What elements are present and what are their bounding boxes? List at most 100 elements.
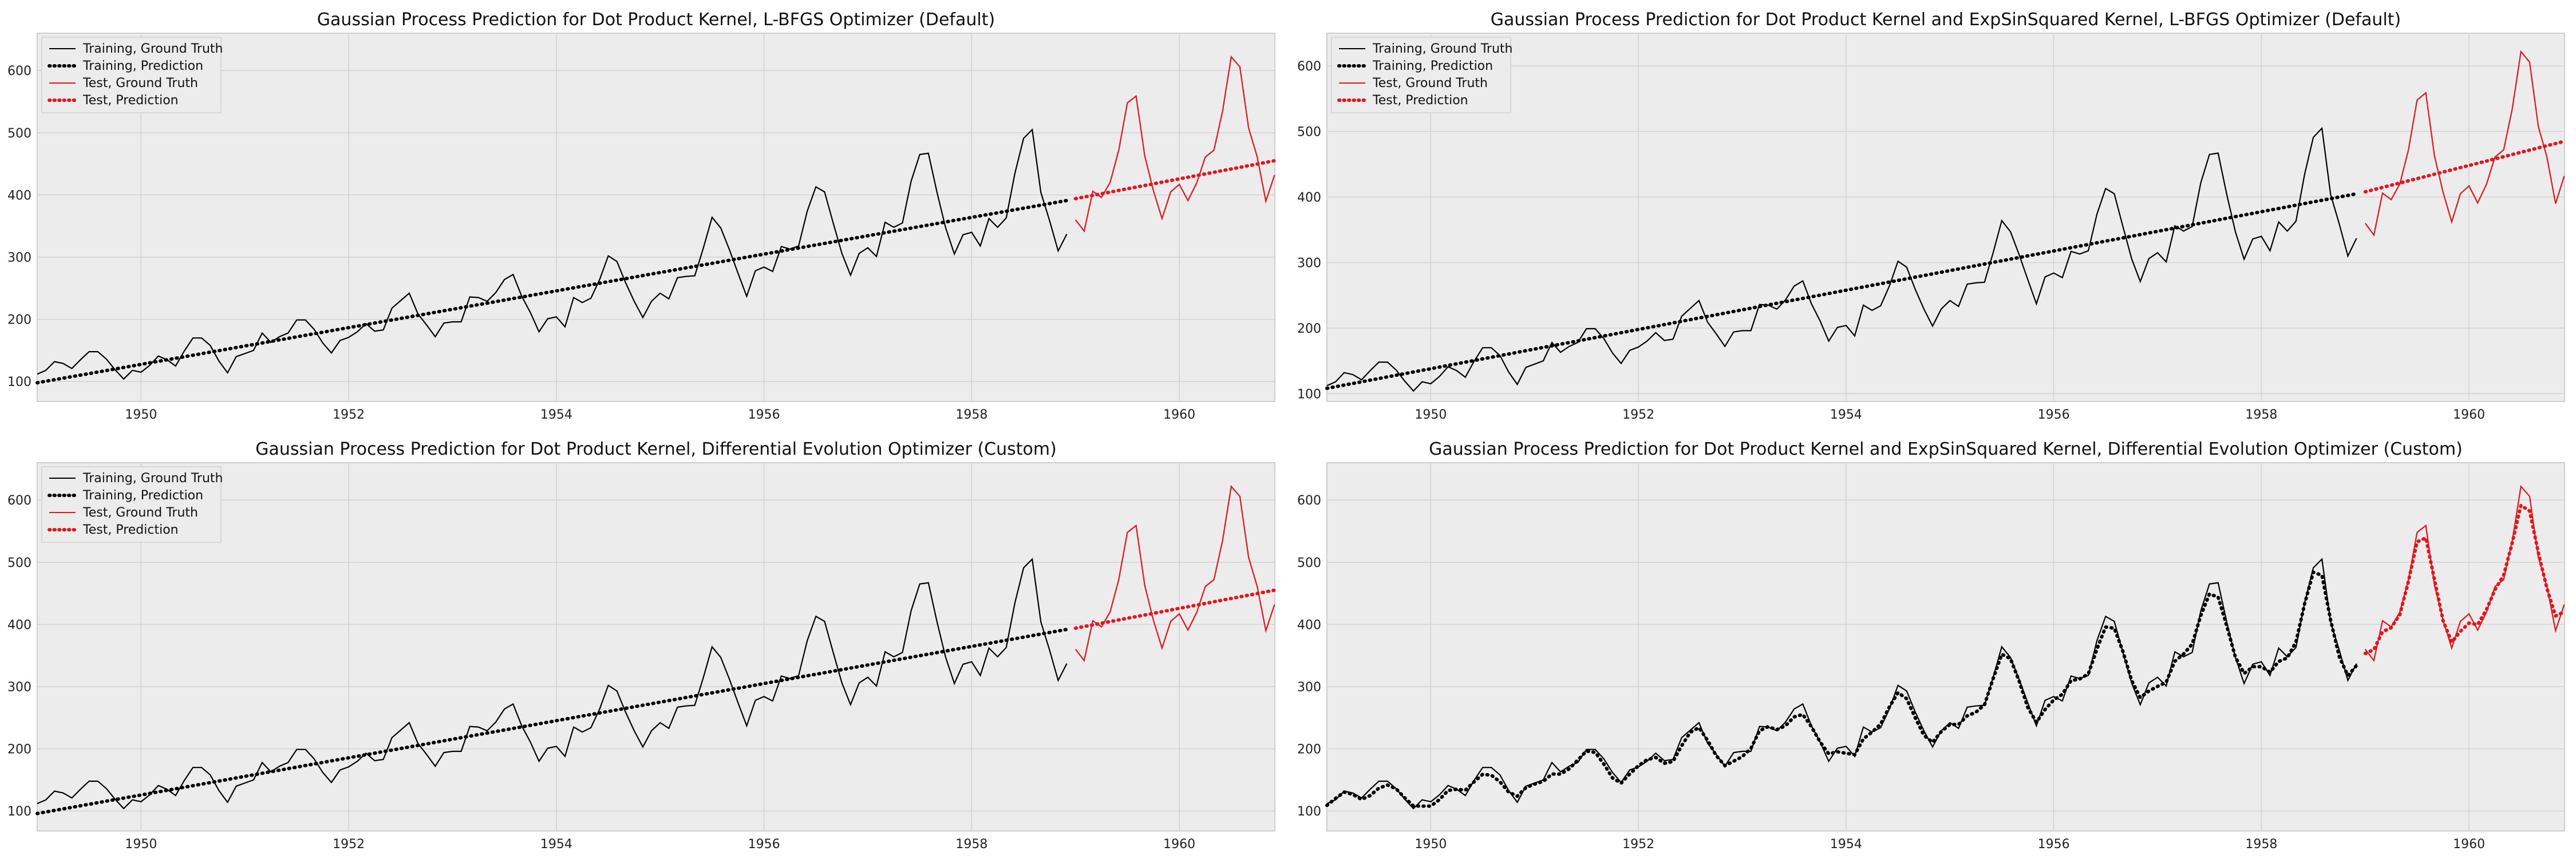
legend-label-test-ground-truth: Test, Ground Truth bbox=[1372, 76, 1488, 90]
legend-label-test-prediction: Test, Prediction bbox=[82, 93, 179, 108]
y-tick-label: 400 bbox=[7, 188, 31, 203]
x-tick-label: 1958 bbox=[955, 837, 987, 852]
legend-label-training-prediction: Training, Prediction bbox=[82, 59, 203, 73]
y-tick-label: 500 bbox=[1297, 556, 1321, 570]
series-training-ground-truth bbox=[37, 558, 1068, 810]
y-tick-label: 600 bbox=[7, 64, 31, 78]
x-tick-label: 1956 bbox=[748, 837, 780, 852]
y-tick-label: 300 bbox=[7, 251, 31, 265]
legend-box bbox=[41, 466, 222, 543]
chart-title: Gaussian Process Prediction for Dot Prod… bbox=[1429, 439, 2463, 459]
y-tick-label: 200 bbox=[7, 313, 31, 328]
series-test-ground-truth bbox=[1074, 55, 1275, 233]
legend-label-training-ground-truth: Training, Ground Truth bbox=[1372, 42, 1512, 56]
legend-label-training-ground-truth: Training, Ground Truth bbox=[82, 42, 223, 56]
grid bbox=[37, 463, 1275, 831]
legend-label-training-ground-truth: Training, Ground Truth bbox=[82, 471, 223, 486]
legend: Training, Ground Truth Training, Predict… bbox=[1331, 37, 1512, 113]
x-tick-label: 1950 bbox=[125, 408, 157, 422]
x-tick-label: 1950 bbox=[1415, 408, 1447, 422]
panel-bottom-left: Gaussian Process Prediction for Dot Prod… bbox=[7, 439, 1277, 852]
grid bbox=[37, 33, 1275, 401]
chart-title: Gaussian Process Prediction for Dot Prod… bbox=[1491, 10, 2401, 30]
series-test-ground-truth bbox=[2364, 50, 2565, 237]
y-tick-label: 600 bbox=[7, 494, 31, 508]
grid bbox=[1327, 463, 2565, 831]
chart-title: Gaussian Process Prediction for Dot Prod… bbox=[255, 439, 1057, 459]
x-tick-label: 1958 bbox=[955, 408, 987, 422]
panel-top-right: Gaussian Process Prediction for Dot Prod… bbox=[1297, 10, 2566, 422]
y-tick-label: 400 bbox=[1297, 618, 1321, 632]
series-test-prediction bbox=[2363, 139, 2566, 194]
legend-label-test-prediction: Test, Prediction bbox=[82, 523, 179, 537]
x-tick-label: 1952 bbox=[1622, 408, 1654, 422]
legend-label-training-prediction: Training, Prediction bbox=[82, 488, 203, 503]
series-training-ground-truth bbox=[1326, 558, 2357, 810]
x-tick-label: 1956 bbox=[2038, 837, 2070, 852]
series-test-prediction bbox=[2363, 502, 2566, 656]
y-tick-label: 200 bbox=[7, 743, 31, 757]
x-tick-label: 1952 bbox=[333, 837, 365, 852]
panel-bottom-right: Gaussian Process Prediction for Dot Prod… bbox=[1297, 439, 2566, 852]
series-training-prediction bbox=[35, 199, 1069, 385]
x-tick-label: 1958 bbox=[2245, 837, 2277, 852]
legend-label-test-ground-truth: Test, Ground Truth bbox=[82, 76, 198, 90]
plot-lines bbox=[35, 55, 1277, 385]
x-tick-label: 1956 bbox=[748, 408, 780, 422]
y-tick-label: 100 bbox=[1297, 805, 1321, 819]
series-training-prediction bbox=[35, 628, 1069, 815]
series-test-ground-truth bbox=[1074, 484, 1275, 662]
axis-ticks: 1950 1952 1954 1956 1958 1960 100 200 300 400 500 6… bbox=[7, 494, 1195, 852]
y-tick-label: 400 bbox=[7, 618, 31, 632]
y-tick-label: 300 bbox=[7, 680, 31, 695]
legend-box bbox=[41, 37, 222, 113]
y-tick-label: 300 bbox=[1297, 256, 1321, 270]
y-tick-label: 100 bbox=[7, 375, 31, 389]
plot-lines bbox=[1325, 50, 2566, 392]
plot-area bbox=[37, 462, 1275, 832]
x-tick-label: 1960 bbox=[1163, 837, 1195, 852]
series-training-ground-truth bbox=[37, 128, 1068, 380]
x-tick-label: 1960 bbox=[2453, 408, 2485, 422]
x-tick-label: 1958 bbox=[2245, 408, 2277, 422]
series-test-prediction bbox=[1073, 588, 1277, 630]
panel-top-left: Gaussian Process Prediction for Dot Prod… bbox=[7, 10, 1277, 422]
y-tick-label: 600 bbox=[1297, 60, 1321, 74]
series-training-prediction bbox=[1325, 570, 2358, 808]
y-tick-label: 500 bbox=[7, 127, 31, 141]
x-tick-label: 1954 bbox=[1830, 837, 1862, 852]
chart-title: Gaussian Process Prediction for Dot Prod… bbox=[317, 10, 995, 30]
axis-ticks: 1950 1952 1954 1956 1958 1960 100 200 300 400 500 6… bbox=[1297, 494, 2485, 852]
y-tick-label: 500 bbox=[1297, 125, 1321, 140]
plot-area bbox=[1326, 33, 2565, 402]
y-tick-label: 400 bbox=[1297, 191, 1321, 205]
plot-area bbox=[1326, 462, 2565, 832]
legend-label-test-prediction: Test, Prediction bbox=[1372, 93, 1468, 108]
series-training-prediction bbox=[1325, 192, 2358, 391]
series-test-prediction bbox=[1073, 159, 1277, 200]
y-tick-label: 100 bbox=[1297, 387, 1321, 401]
x-tick-label: 1950 bbox=[125, 837, 157, 852]
legend-label-test-ground-truth: Test, Ground Truth bbox=[82, 506, 198, 520]
y-tick-label: 500 bbox=[7, 556, 31, 570]
legend-label-training-prediction: Training, Prediction bbox=[1372, 59, 1493, 73]
x-tick-label: 1960 bbox=[2453, 837, 2485, 852]
legend-box bbox=[1331, 37, 1511, 113]
axis-ticks: 1950 1952 1954 1956 1958 1960 100 200 300 400 500 6… bbox=[1297, 60, 2485, 422]
y-tick-label: 200 bbox=[1297, 743, 1321, 757]
plot-lines bbox=[35, 484, 1277, 815]
x-tick-label: 1952 bbox=[1622, 837, 1654, 852]
x-tick-label: 1952 bbox=[333, 408, 365, 422]
y-tick-label: 300 bbox=[1297, 680, 1321, 695]
x-tick-label: 1954 bbox=[1830, 408, 1862, 422]
x-tick-label: 1960 bbox=[1163, 408, 1195, 422]
x-tick-label: 1954 bbox=[540, 408, 572, 422]
y-tick-label: 100 bbox=[7, 805, 31, 819]
legend: Training, Ground Truth Training, Predict… bbox=[41, 37, 223, 113]
x-tick-label: 1956 bbox=[2038, 408, 2070, 422]
x-tick-label: 1954 bbox=[540, 837, 572, 852]
y-tick-label: 600 bbox=[1297, 494, 1321, 508]
x-tick-label: 1950 bbox=[1415, 837, 1447, 852]
legend: Training, Ground Truth Training, Predict… bbox=[41, 466, 223, 543]
